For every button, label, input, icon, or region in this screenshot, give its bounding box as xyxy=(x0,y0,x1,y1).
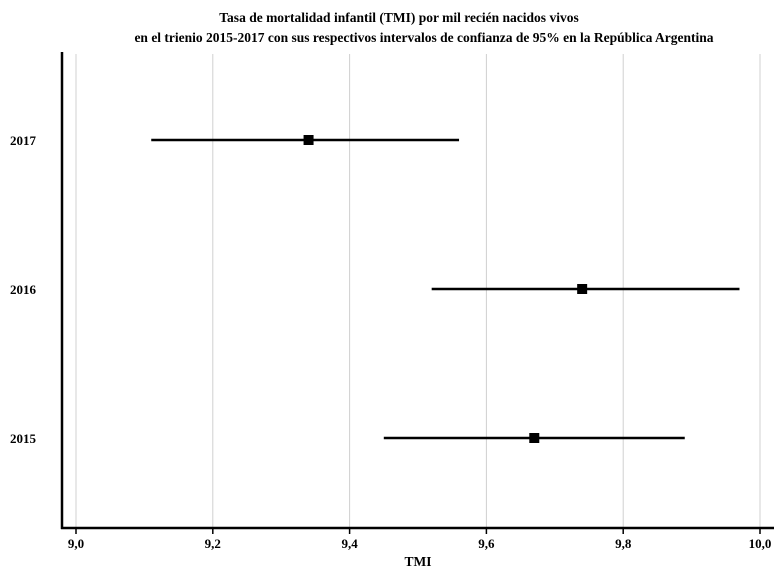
y-tick-label-2016: 2016 xyxy=(10,282,37,297)
axes: 9,0 9,2 9,4 9,6 9,8 10,0 2017 2016 2015 xyxy=(10,52,774,551)
y-tick-label-2015: 2015 xyxy=(10,431,37,446)
x-tick-label-0: 9,0 xyxy=(68,536,84,551)
x-axis-label: TMI xyxy=(405,554,432,569)
x-tick-label-2: 9,4 xyxy=(341,536,358,551)
y-tick-label-2017: 2017 xyxy=(10,133,37,148)
chart-title-line-2: en el trienio 2015-2017 con sus respecti… xyxy=(134,30,713,45)
x-tick-label-4: 9,8 xyxy=(615,536,632,551)
point-estimate-2016 xyxy=(577,284,588,294)
x-tick-label-1: 9,2 xyxy=(205,536,221,551)
gridlines xyxy=(75,54,761,527)
chart-title-line-1: Tasa de mortalidad infantil (TMI) por mi… xyxy=(219,10,578,25)
data-marks xyxy=(151,135,740,443)
point-estimate-2015 xyxy=(529,433,540,443)
x-tick-label-3: 9,6 xyxy=(478,536,495,551)
x-tick-label-5: 10,0 xyxy=(749,536,772,551)
point-estimate-2017 xyxy=(303,135,314,145)
